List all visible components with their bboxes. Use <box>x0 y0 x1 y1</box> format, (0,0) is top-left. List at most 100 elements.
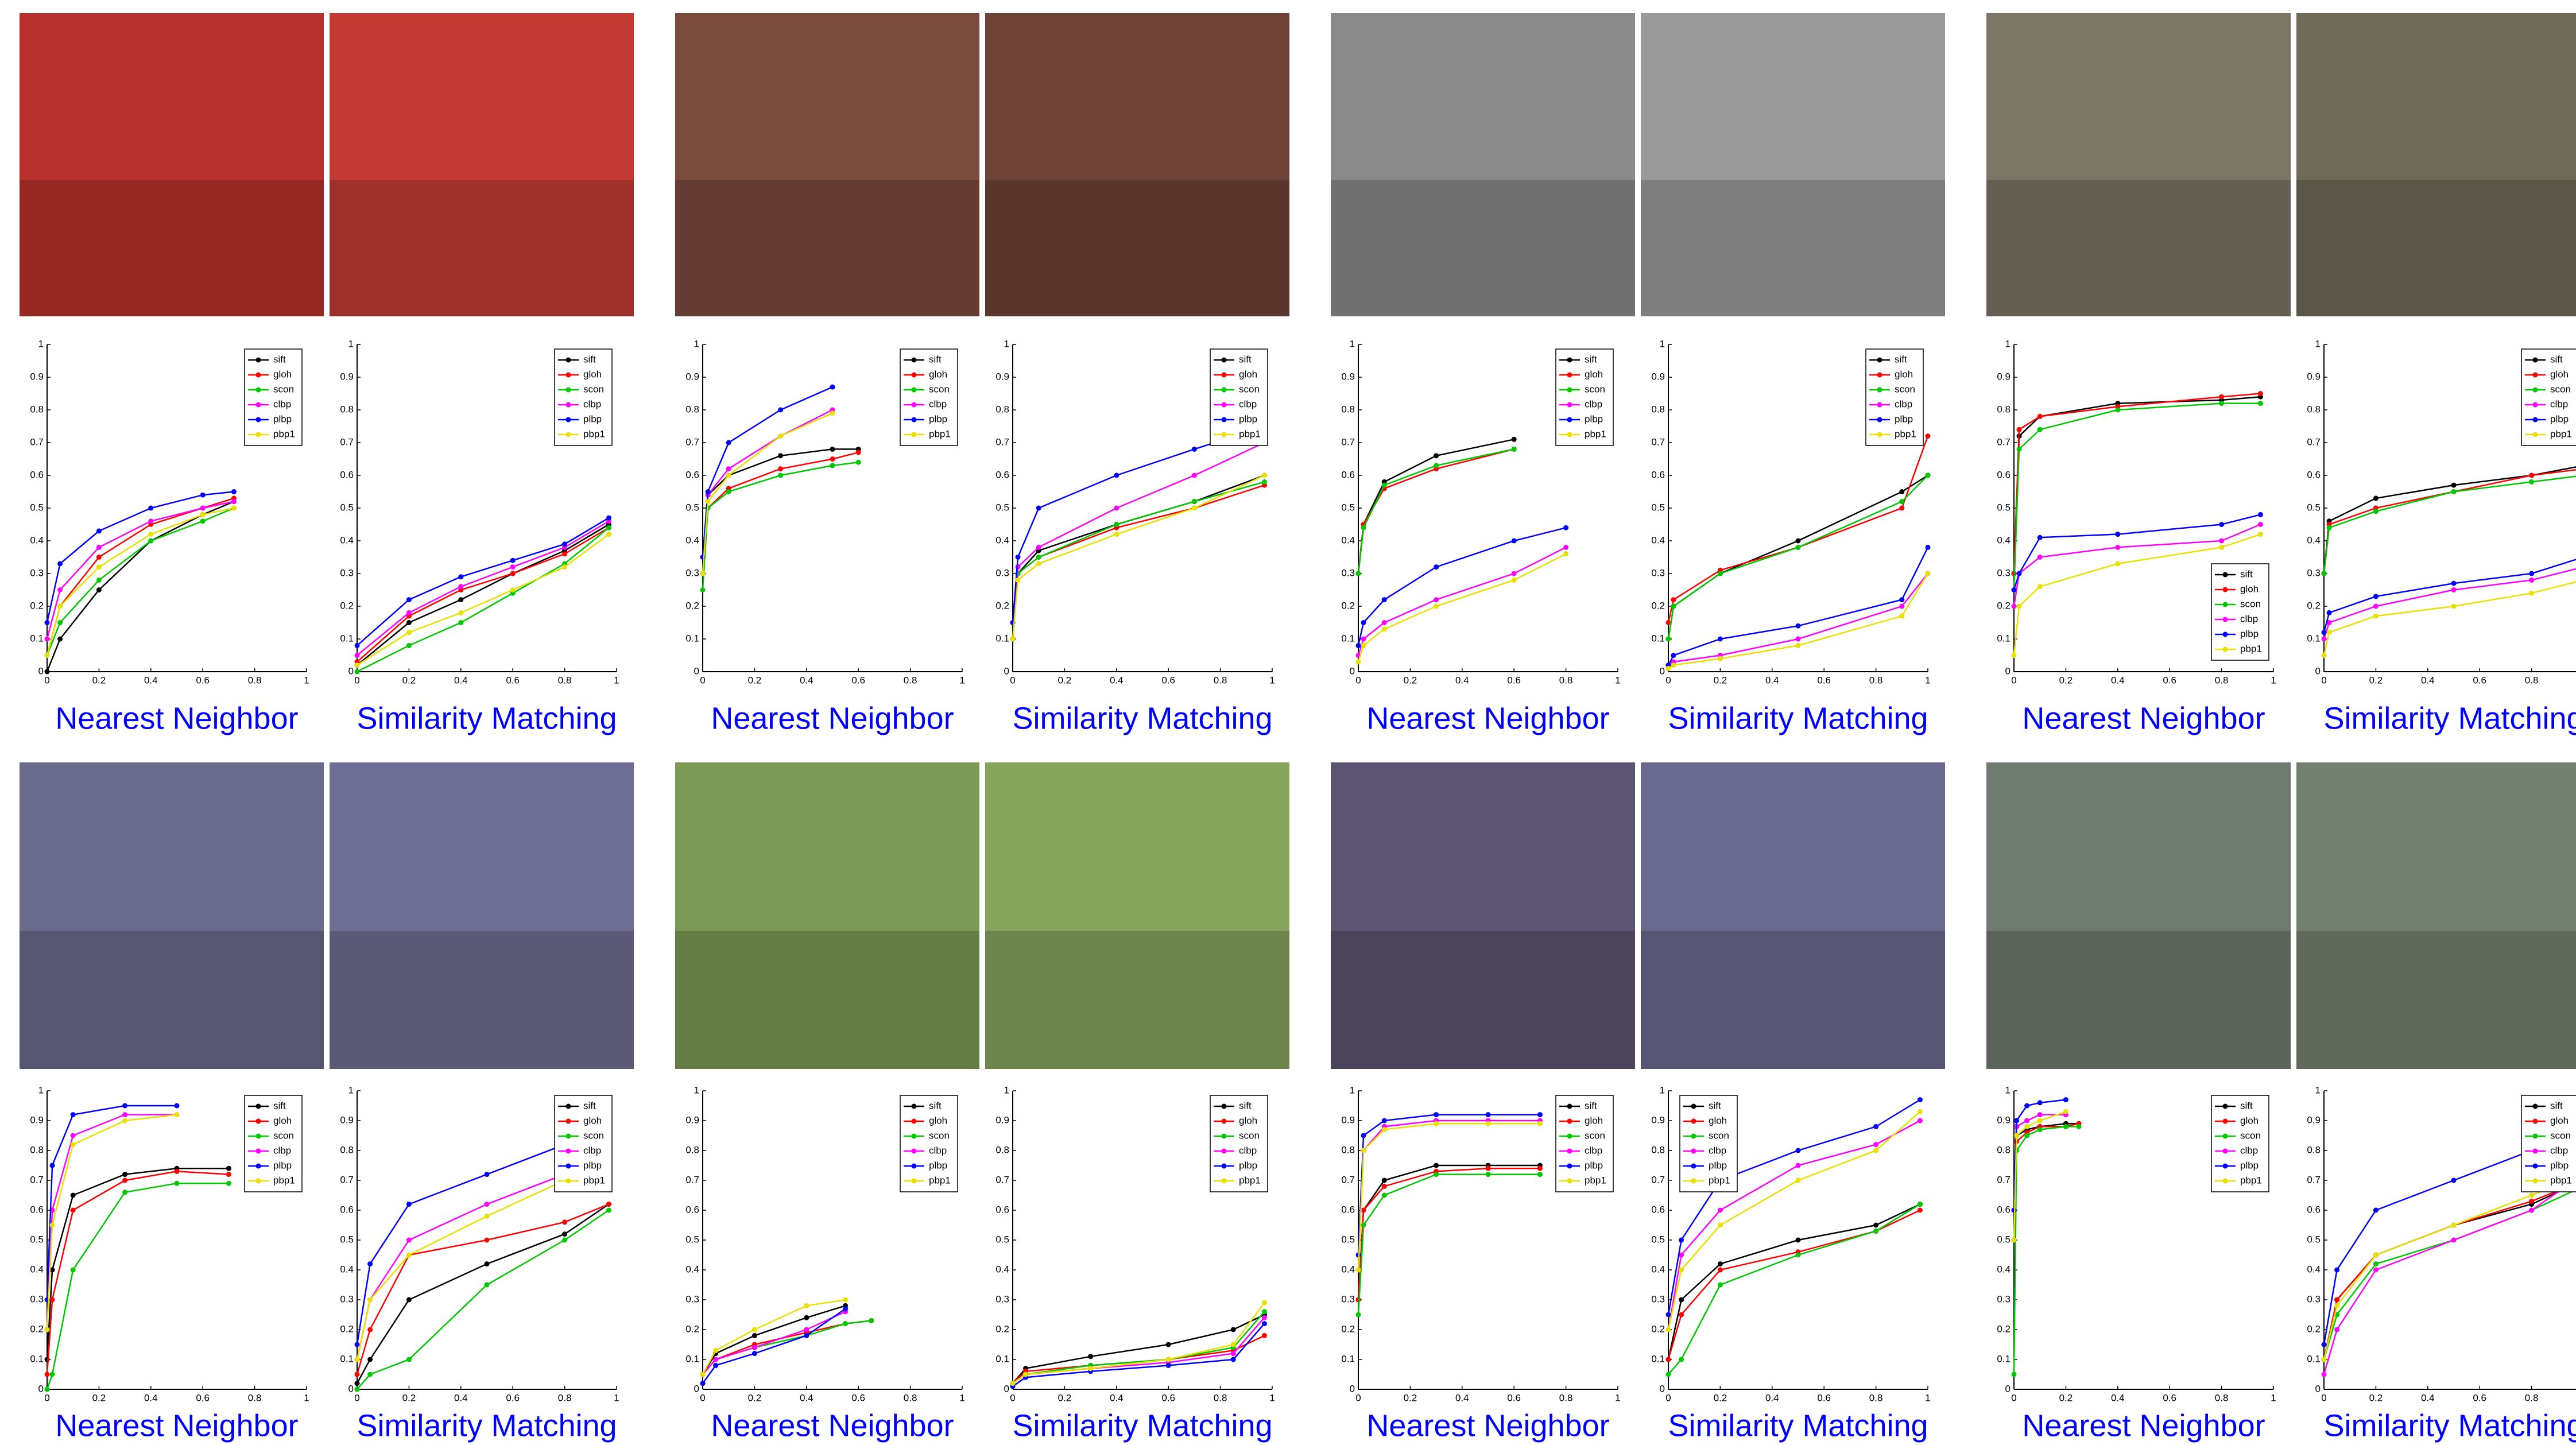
point <box>843 1306 848 1311</box>
point <box>1899 506 1904 511</box>
point <box>1666 1372 1671 1377</box>
y-tick-label: 0.8 <box>2307 404 2321 414</box>
y-tick-label: 0.6 <box>1341 1204 1355 1215</box>
point <box>856 460 861 465</box>
point <box>485 1283 490 1288</box>
point <box>226 1181 231 1186</box>
point <box>1036 555 1041 560</box>
point <box>406 630 412 635</box>
y-tick-label: 0.6 <box>2307 1204 2321 1215</box>
legend-label: plbp <box>1585 413 1603 424</box>
point <box>122 1112 127 1117</box>
point <box>1873 1148 1878 1153</box>
x-tick-label: 0.6 <box>1161 675 1175 685</box>
legend-marker <box>2223 1134 2228 1139</box>
point <box>1010 637 1016 642</box>
point <box>2529 571 2534 576</box>
series-line <box>47 1183 228 1389</box>
y-tick-label: 0.3 <box>30 567 44 578</box>
x-tick-label: 0.2 <box>2369 675 2383 685</box>
point <box>562 564 567 570</box>
point <box>367 1372 373 1377</box>
x-tick-label: 1 <box>2271 675 2276 685</box>
y-tick-label: 0.7 <box>995 1174 1009 1185</box>
point <box>562 1219 567 1225</box>
series-line <box>1668 436 1928 623</box>
y-tick-label: 1 <box>2315 338 2321 349</box>
x-tick-label: 0.8 <box>2525 1392 2539 1403</box>
point <box>2451 604 2457 609</box>
point <box>1671 604 1676 609</box>
point <box>1899 614 1904 619</box>
point <box>1679 1268 1684 1273</box>
point <box>148 506 153 511</box>
point <box>2529 1199 2534 1204</box>
point <box>406 597 412 602</box>
point <box>406 1238 412 1243</box>
point <box>1679 1312 1684 1318</box>
legend-label: sift <box>2240 568 2253 579</box>
point <box>2219 545 2224 550</box>
x-tick-label: 1 <box>1615 1392 1620 1403</box>
y-tick-label: 1 <box>1660 338 1665 349</box>
point <box>1718 1261 1723 1266</box>
y-tick-label: 0.2 <box>30 600 44 611</box>
point <box>2529 473 2534 478</box>
x-tick-label: 1 <box>1925 675 1930 685</box>
photo-shade <box>1986 931 2291 1069</box>
point <box>1166 1357 1171 1362</box>
x-tick-label: 0.8 <box>2525 675 2539 685</box>
legend-label: plbp <box>1585 1160 1603 1171</box>
x-tick-label: 0.2 <box>1714 675 1727 685</box>
y-tick-label: 0.3 <box>2307 1293 2321 1304</box>
point <box>562 541 567 547</box>
legend-marker <box>1222 373 1227 378</box>
point <box>122 1178 127 1183</box>
point <box>96 555 102 560</box>
y-tick-label: 0.7 <box>340 436 354 447</box>
y-tick-label: 0.5 <box>340 1234 354 1245</box>
photo-shade <box>20 931 324 1069</box>
point <box>2451 1238 2457 1243</box>
legend-marker <box>1567 358 1572 363</box>
legend-label: gloh <box>1585 369 1603 379</box>
legend-label: sift <box>2550 1100 2563 1111</box>
y-tick-label: 0.8 <box>2307 1144 2321 1155</box>
x-axis-label: Similarity Matching <box>357 701 617 735</box>
point <box>2012 604 2017 609</box>
x-tick-label: 1 <box>304 1392 309 1403</box>
legend-label: sift <box>929 354 942 365</box>
legend-marker <box>2223 1119 2228 1124</box>
legend-marker <box>1567 373 1572 378</box>
y-tick-label: 0.7 <box>1997 1174 2011 1185</box>
point <box>485 1172 490 1177</box>
x-tick-label: 0.8 <box>1559 1392 1573 1403</box>
y-tick-label: 0.3 <box>685 567 699 578</box>
legend-marker <box>912 402 917 408</box>
point <box>71 1268 76 1273</box>
legend-marker <box>1567 388 1572 393</box>
legend-label: gloh <box>2240 1115 2259 1126</box>
point <box>1434 604 1439 609</box>
series-line <box>47 498 234 656</box>
legend-marker <box>1691 1119 1696 1124</box>
point <box>57 637 63 642</box>
point <box>1434 463 1439 468</box>
point <box>57 604 63 609</box>
point <box>1873 1229 1878 1234</box>
point <box>45 1387 50 1392</box>
y-tick-label: 0.2 <box>1341 1323 1355 1334</box>
x-tick-label: 0.6 <box>1817 1392 1831 1403</box>
x-tick-label: 0.2 <box>92 675 106 685</box>
point <box>1718 1268 1723 1273</box>
legend-label: plbp <box>273 1160 292 1171</box>
legend-label: plbp <box>2240 628 2259 639</box>
point <box>869 1318 874 1323</box>
point <box>1382 597 1387 602</box>
y-tick-label: 0.6 <box>1341 469 1355 480</box>
point <box>1231 1357 1236 1362</box>
legend-label: sift <box>1585 354 1597 365</box>
point <box>2258 512 2263 517</box>
point <box>1192 506 1197 511</box>
legend-marker <box>566 358 571 363</box>
